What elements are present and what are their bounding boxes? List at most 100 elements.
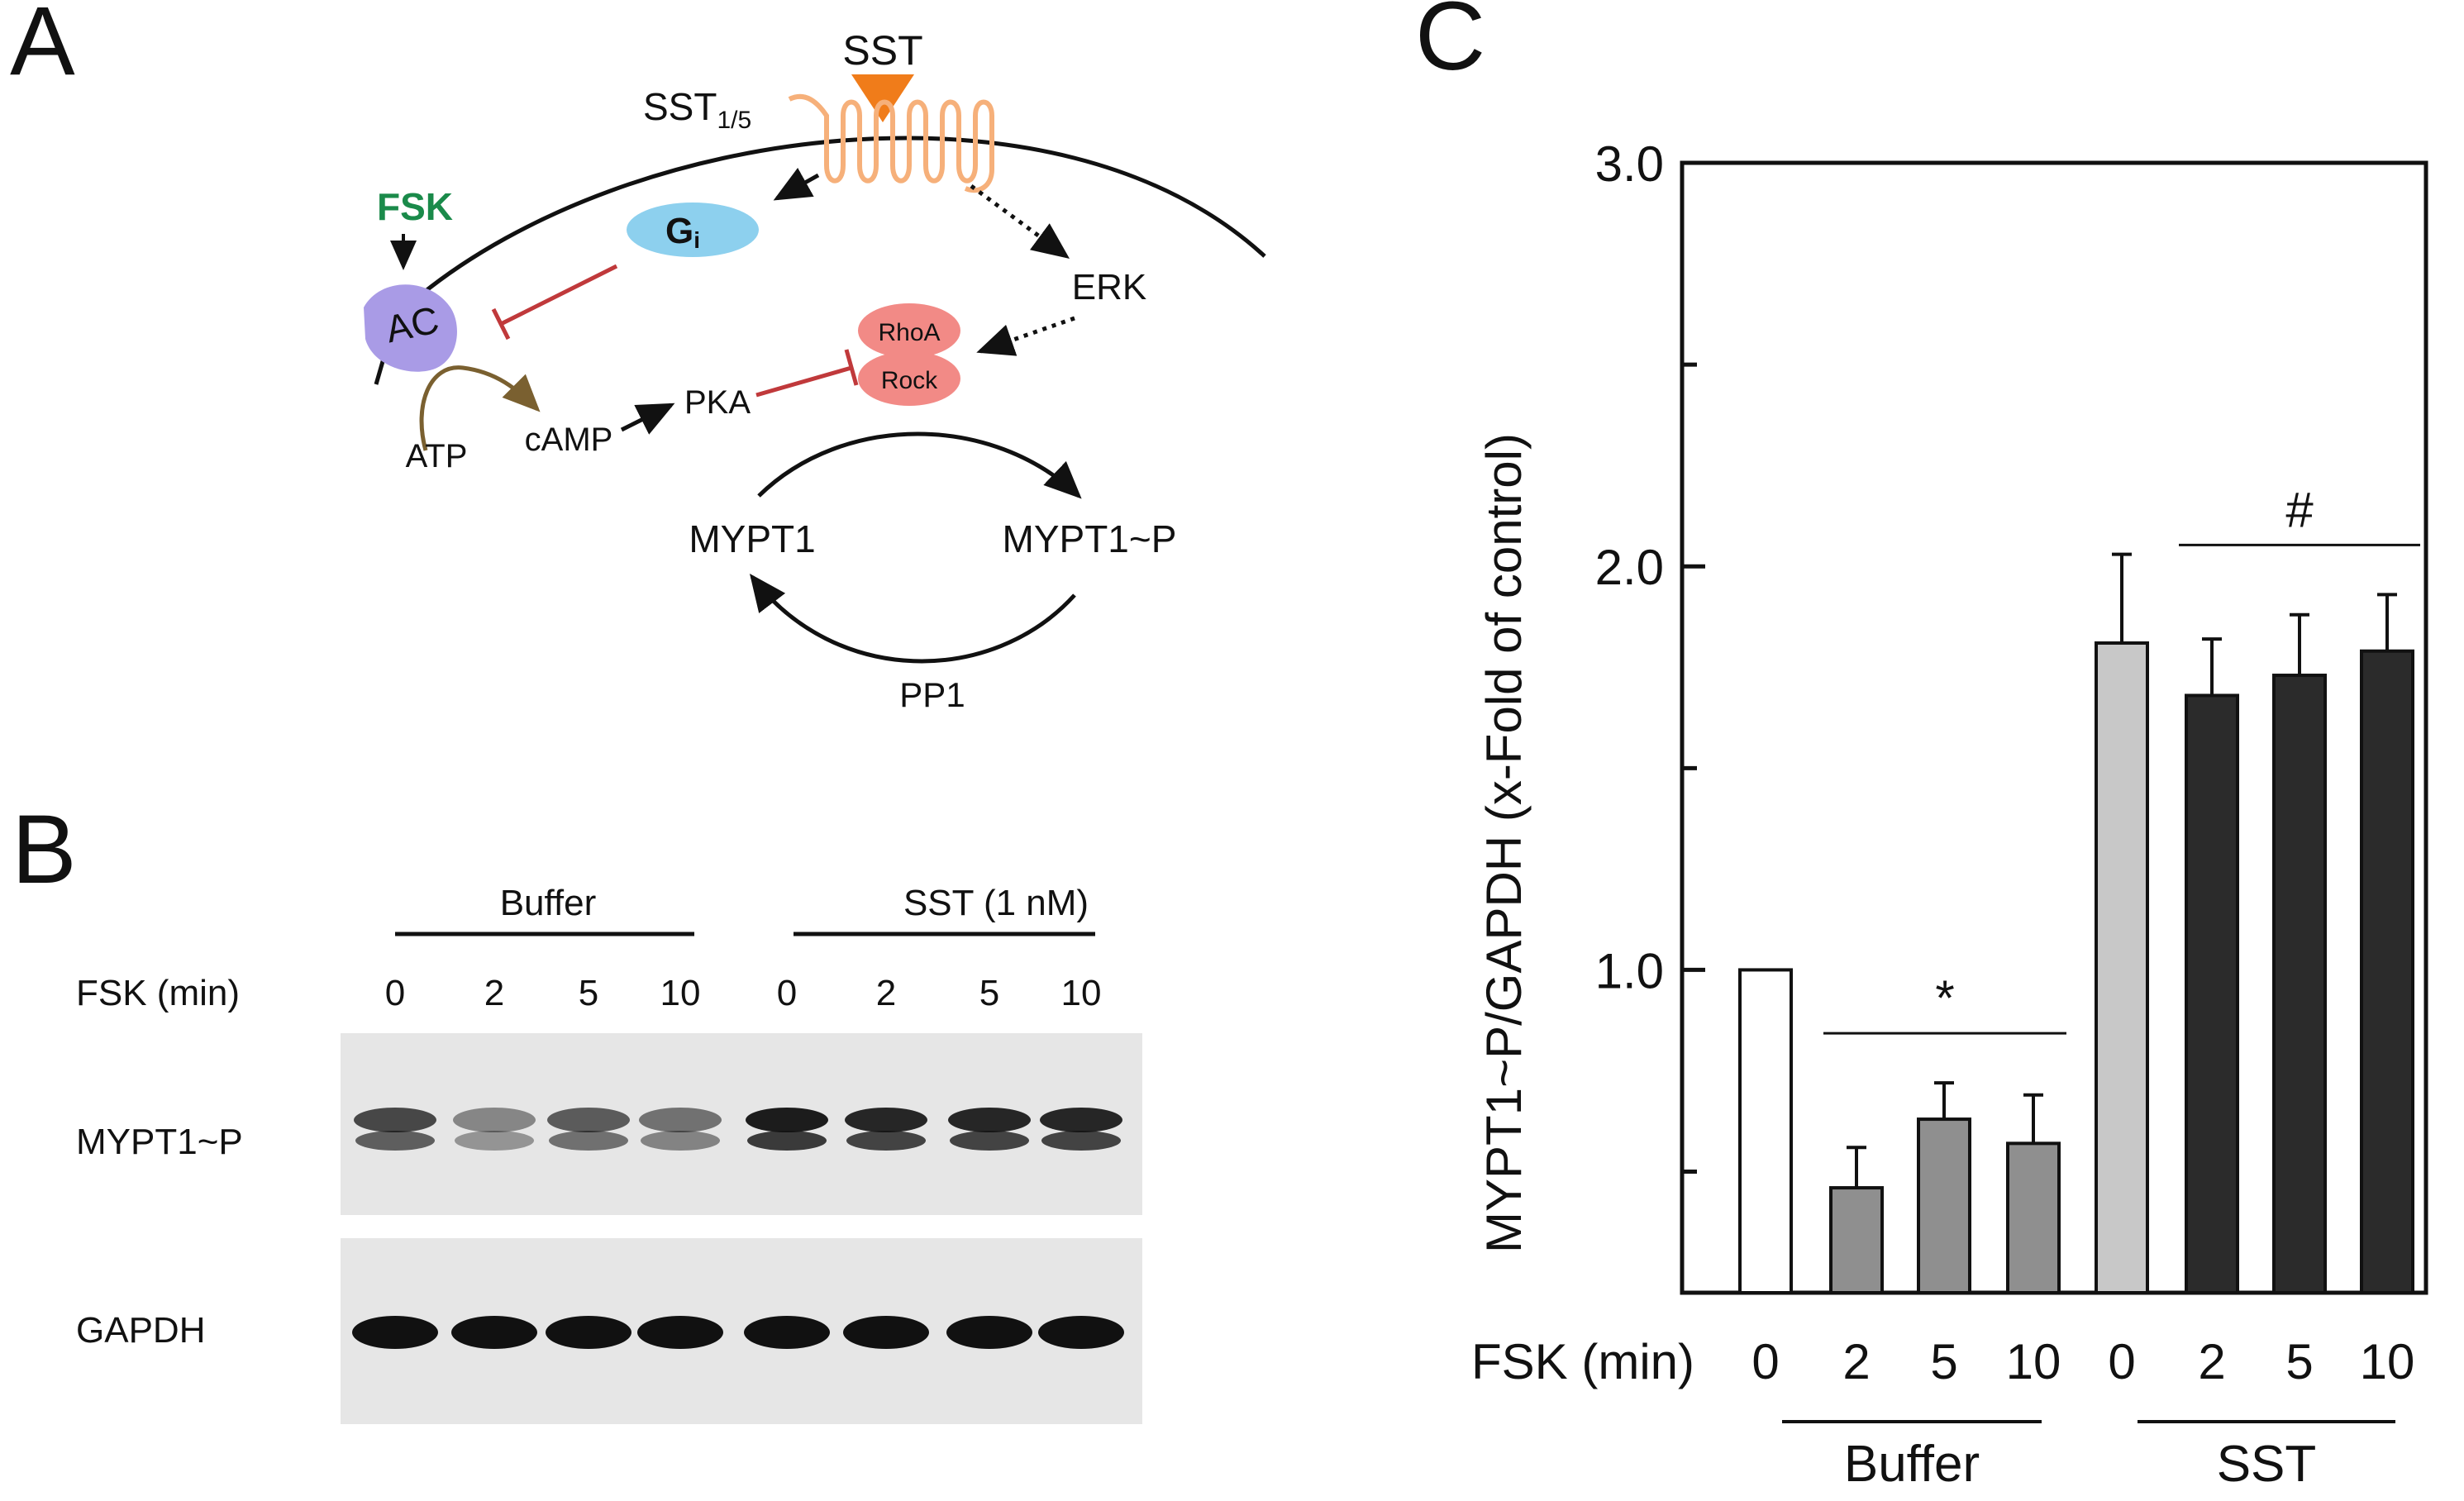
camp-to-pka-arrow bbox=[620, 403, 675, 435]
panel-c: C MYPT1~P/GAPDH (x-Fold of control) FSK … bbox=[1415, 0, 2428, 1493]
pka-inhibits-rock-bar bbox=[844, 349, 859, 386]
dephosphorylation-arrow bbox=[749, 574, 1076, 664]
mypt1p-band bbox=[747, 1131, 827, 1151]
rhoa-label: RhoA bbox=[878, 319, 940, 346]
y-tick-label: 2.0 bbox=[1595, 540, 1664, 595]
gapdh-band bbox=[637, 1316, 723, 1349]
sst-ligand-icon bbox=[851, 74, 914, 122]
mypt1p-band bbox=[455, 1131, 534, 1151]
x-axis-prefix-label: FSK (min) bbox=[1471, 1334, 1694, 1389]
atp-label: ATP bbox=[406, 438, 468, 474]
lane-label: 10 bbox=[660, 973, 701, 1013]
significance-marker: # bbox=[2285, 482, 2314, 537]
mypt1p-band bbox=[1041, 1131, 1121, 1151]
bar-chart: 1.0 2.0 3.0 0 2 5 10 0 2 5 10 * Buffer # SST bbox=[1595, 136, 2428, 1493]
mypt1p-band bbox=[746, 1108, 828, 1132]
lane-label: 5 bbox=[579, 973, 598, 1013]
bar bbox=[1829, 1186, 1884, 1295]
mypt1p-band bbox=[549, 1131, 628, 1151]
rock-label: Rock bbox=[881, 367, 938, 394]
panel-b-letter: B bbox=[12, 795, 77, 904]
x-tick-label: 0 bbox=[1751, 1334, 1779, 1389]
bar bbox=[1738, 968, 1793, 1295]
lane-label: 5 bbox=[979, 973, 999, 1013]
mypt1p-label: MYPT1~P bbox=[1003, 517, 1177, 560]
gapdh-band bbox=[946, 1316, 1032, 1349]
mypt1p-band bbox=[950, 1131, 1029, 1151]
panel-a-letter: A bbox=[10, 0, 75, 96]
erk-label: ERK bbox=[1072, 267, 1146, 307]
mypt1p-band bbox=[639, 1108, 722, 1132]
lane-label: 10 bbox=[1061, 973, 1102, 1013]
significance-marker: * bbox=[1935, 970, 1954, 1026]
y-tick-label: 1.0 bbox=[1595, 943, 1664, 998]
rhoa-icon bbox=[858, 303, 960, 358]
bar bbox=[2272, 674, 2327, 1294]
buffer-group-label: Buffer bbox=[500, 883, 597, 923]
receptor-to-erk-arrow bbox=[970, 183, 1070, 259]
panel-c-letter: C bbox=[1415, 0, 1485, 91]
x-tick-label: 5 bbox=[1930, 1334, 1957, 1389]
bar bbox=[2360, 649, 2414, 1294]
gapdh-band bbox=[546, 1316, 631, 1349]
panel-b: B Buffer SST (1 nM) FSK (min) 0 2 5 10 0 2 5 10… bbox=[12, 795, 1142, 1424]
erk-to-rho-arrow bbox=[976, 316, 1075, 356]
group-label: SST bbox=[2217, 1436, 2317, 1493]
x-tick-label: 2 bbox=[2198, 1334, 2225, 1389]
pka-label: PKA bbox=[684, 384, 751, 421]
fsk-label: FSK bbox=[377, 185, 453, 228]
bar bbox=[1917, 1117, 1971, 1295]
gapdh-band bbox=[744, 1316, 830, 1349]
x-tick-label: 0 bbox=[2108, 1334, 2135, 1389]
gapdh-band bbox=[352, 1316, 438, 1349]
gi-protein-icon bbox=[627, 203, 759, 257]
mypt1p-blot-label: MYPT1~P bbox=[76, 1122, 243, 1162]
gapdh-blot-label: GAPDH bbox=[76, 1310, 205, 1351]
mypt1p-band bbox=[845, 1108, 927, 1132]
mypt1p-band bbox=[846, 1131, 926, 1151]
pka-inhibits-rock-line bbox=[755, 365, 852, 398]
mypt1p-band bbox=[641, 1131, 720, 1151]
bar bbox=[2185, 693, 2239, 1294]
gapdh-band bbox=[451, 1316, 537, 1349]
camp-label: cAMP bbox=[525, 422, 613, 458]
mypt1p-band bbox=[948, 1108, 1031, 1132]
sst-ligand-label: SST bbox=[842, 27, 922, 74]
phosphorylation-arrow bbox=[757, 431, 1082, 499]
bar bbox=[2095, 641, 2149, 1294]
mypt1p-band bbox=[1040, 1108, 1122, 1132]
gi-inhibits-ac-line bbox=[499, 264, 618, 326]
panel-a: A SST SST1/5 Gi FSK AC ATP cAMP PKA bbox=[10, 0, 1266, 714]
mypt1p-band bbox=[453, 1108, 536, 1132]
ac-label: AC bbox=[382, 298, 442, 350]
x-tick-label: 5 bbox=[2285, 1334, 2313, 1389]
x-tick-label: 2 bbox=[1842, 1334, 1870, 1389]
atp-to-camp-arrow bbox=[419, 365, 541, 451]
gi-label: Gi bbox=[665, 211, 700, 253]
sst-receptor-label: SST1/5 bbox=[643, 85, 751, 134]
lane-label: 2 bbox=[876, 973, 896, 1013]
mypt1p-band bbox=[354, 1108, 436, 1132]
mypt1-label: MYPT1 bbox=[689, 517, 815, 560]
gapdh-band bbox=[843, 1316, 929, 1349]
x-tick-label: 10 bbox=[2360, 1334, 2415, 1389]
gapdh-band bbox=[1038, 1316, 1124, 1349]
group-label: Buffer bbox=[1844, 1436, 1980, 1493]
lane-label: 2 bbox=[484, 973, 504, 1013]
sst-group-label: SST (1 nM) bbox=[903, 883, 1089, 923]
lane-label: 0 bbox=[385, 973, 405, 1013]
receptor-to-gi-arrow bbox=[773, 168, 820, 201]
lane-labels: 0 2 5 10 0 2 5 10 bbox=[385, 973, 1102, 1013]
mypt1p-band bbox=[355, 1131, 435, 1151]
x-tick-label: 10 bbox=[2006, 1334, 2061, 1389]
mypt1p-band bbox=[547, 1108, 630, 1132]
lane-label: 0 bbox=[777, 973, 797, 1013]
y-axis-label: MYPT1~P/GAPDH (x-Fold of control) bbox=[1476, 433, 1532, 1253]
bar bbox=[2006, 1141, 2061, 1294]
y-tick-label: 3.0 bbox=[1595, 136, 1664, 192]
gi-inhibits-ac-bar bbox=[491, 307, 511, 341]
pp1-label: PP1 bbox=[899, 675, 965, 714]
fsk-time-label: FSK (min) bbox=[76, 973, 240, 1013]
sst-receptor-icon bbox=[788, 93, 994, 193]
